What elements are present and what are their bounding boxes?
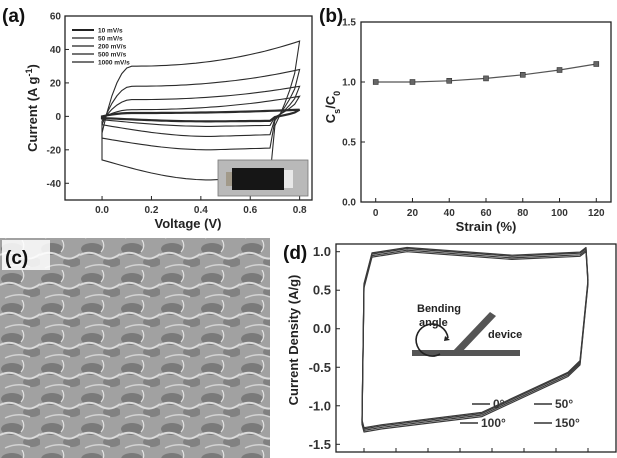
panel-a-y-axis-title: Current (A g-1) (24, 64, 40, 152)
panel-b-y-tick-label: 1.0 (342, 78, 356, 89)
panel-b-data-point (409, 79, 416, 85)
panel-b-series (372, 61, 600, 85)
panel-b: (b) 0 20 40 60 80 100 120 0.0 0.5 1.0 1.5 Strain … (319, 6, 612, 234)
panel-b-x-tick-label: 20 (407, 208, 419, 219)
panel-a-cv-curves (100, 40, 301, 181)
panel-d-bending-schematic: Bending angle device (412, 303, 522, 357)
panel-d-legend-label: 150° (555, 416, 580, 430)
panel-d-y-tick-label: 1.0 (313, 244, 331, 259)
inset-arrow-icon (444, 336, 450, 341)
inset-bending-label: Bending (417, 303, 461, 315)
panel-d: (d) 1.0 0.5 0.0 -0.5 -1.0 -1.5 Current Densit… (283, 243, 617, 453)
inset-device-label: device (488, 329, 522, 341)
panel-b-x-tick-label: 60 (480, 208, 492, 219)
panel-c-label-bg (2, 240, 50, 270)
panel-c: (c) (0, 238, 270, 458)
panel-a-cv-series (101, 68, 301, 151)
panel-d-label: (d) (283, 243, 307, 264)
panel-a-y-ticks: -40 -20 0 20 40 60 (47, 12, 69, 190)
panel-a: (a) 0.0 0.2 0.4 0.6 0.8 -40 -20 0 20 40 60 Voltag… (2, 6, 313, 231)
panel-d-y-tick-label: -0.5 (309, 360, 331, 375)
panel-b-y-tick-label: 0.5 (342, 138, 356, 149)
panel-a-cv-series (101, 85, 301, 137)
panel-a-x-tick-label: 0.2 (144, 205, 158, 216)
panel-b-x-tick-label: 120 (588, 208, 605, 219)
panel-d-y-axis-title: Current Density (A/g) (286, 275, 301, 406)
panel-a-y-tick-label: -20 (47, 145, 62, 156)
inset-angle-arc (415, 323, 449, 357)
panel-a-y-tick-label: 40 (50, 45, 62, 56)
panel-b-data-point (483, 75, 489, 82)
panel-b-y-ticks: 0.0 0.5 1.0 1.5 (342, 18, 365, 209)
panel-a-y-axis-title-main: Current (A g (25, 76, 40, 151)
panel-d-legend-label: 50° (555, 397, 573, 411)
inset-bent-strip (452, 312, 496, 354)
panel-a-legend-label: 1000 mV/s (98, 60, 130, 67)
panel-b-y-tick-label: 1.5 (342, 18, 356, 29)
panel-b-x-ticks: 0 20 40 60 80 100 120 (373, 198, 605, 219)
panel-b-data-point (593, 61, 600, 67)
panel-b-x-tick-label: 0 (373, 208, 379, 219)
panel-a-x-ticks: 0.0 0.2 0.4 0.6 0.8 (95, 196, 307, 216)
panel-a-legend-label: 500 mV/s (98, 52, 127, 59)
panel-a-x-tick-label: 0.6 (243, 205, 257, 216)
panel-b-x-tick-label: 100 (551, 208, 568, 219)
panel-a-y-tick-label: -40 (47, 179, 62, 190)
inset-base-strip (412, 350, 520, 356)
panel-b-x-tick-label: 80 (517, 208, 529, 219)
panel-b-data-point (519, 72, 526, 78)
panel-b-x-axis-title: Strain (%) (456, 219, 517, 234)
panel-a-cv-series (101, 40, 301, 181)
panel-a-x-axis-title: Voltage (V) (155, 216, 222, 231)
panel-b-data-point (556, 67, 563, 73)
panel-a-cv-series (100, 108, 301, 123)
panel-a-x-tick-label: 0.0 (95, 205, 109, 216)
panel-d-y-tick-label: -1.0 (309, 398, 331, 413)
panel-a-label: (a) (2, 6, 25, 27)
panel-a-y-tick-label: 60 (50, 12, 62, 23)
panel-b-data-point (372, 79, 379, 85)
panel-d-x-ticks (363, 448, 589, 452)
panel-a-cv-series (101, 95, 301, 127)
panel-a-legend-label: 200 mV/s (98, 44, 127, 51)
panel-d-cv-curves (361, 246, 589, 433)
panel-a-frame (64, 15, 313, 201)
panel-b-x-tick-label: 40 (444, 208, 456, 219)
panel-a-y-axis-title-exp: -1 (24, 68, 34, 76)
panel-a-y-tick-label: 20 (50, 78, 62, 89)
panel-c-sem-image (0, 238, 270, 458)
panel-d-legend: 0° 50° 100° 150° (460, 397, 580, 430)
panel-d-legend-label: 100° (481, 416, 506, 430)
panel-d-legend-label: 0° (493, 397, 505, 411)
panel-d-y-ticks: 1.0 0.5 0.0 -0.5 -1.0 -1.5 (309, 244, 340, 452)
panel-b-label: (b) (319, 6, 343, 27)
panel-b-data-point (446, 78, 453, 84)
panel-a-y-tick-label: 0 (55, 112, 61, 123)
panel-b-frame (360, 21, 612, 203)
panel-b-y-tick-label: 0.0 (342, 198, 356, 209)
panel-d-y-tick-label: -1.5 (309, 437, 331, 452)
panel-d-frame (335, 243, 617, 453)
panel-d-y-tick-label: 0.0 (313, 321, 331, 336)
panel-a-x-tick-label: 0.8 (293, 205, 307, 216)
panel-a-legend-label: 50 mV/s (98, 36, 123, 43)
panel-d-cv-series (361, 246, 589, 429)
panel-d-y-tick-label: 0.5 (313, 283, 331, 298)
panel-c-label: (c) (5, 248, 28, 269)
panel-a-inset-photo (217, 159, 309, 197)
panel-a-x-tick-label: 0.4 (194, 205, 208, 216)
panel-a-legend-label: 10 mV/s (98, 28, 123, 35)
panel-b-y-axis-title: Cs/C0 (323, 91, 342, 123)
